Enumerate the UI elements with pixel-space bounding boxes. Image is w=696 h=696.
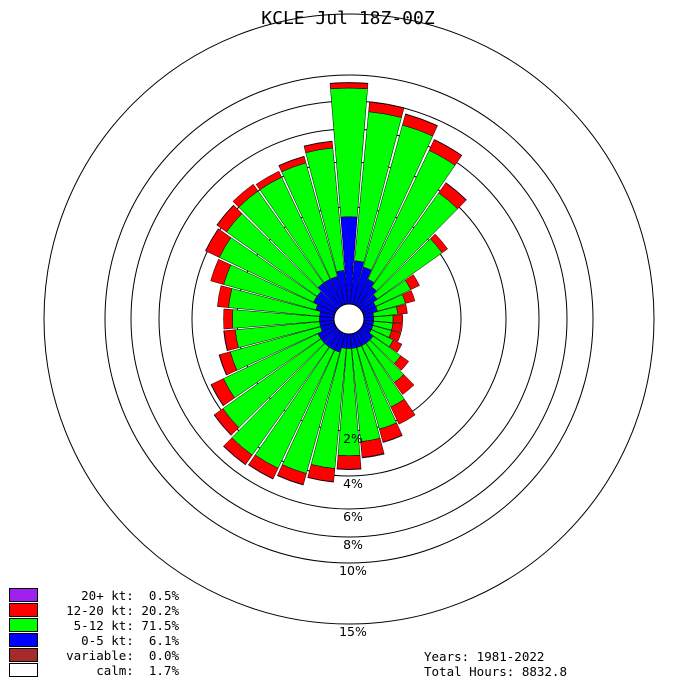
radial-tick-label: 4% <box>343 476 363 491</box>
footer-info: Years: 1981-2022 Total Hours: 8832.8 <box>424 649 567 679</box>
wind-bar-segment <box>210 384 224 407</box>
legend-item: 20+ kt: 0.5% <box>9 588 179 603</box>
legend-swatch <box>9 648 38 662</box>
wind-bar-segment <box>329 82 369 84</box>
wind-bar-segment <box>307 477 334 483</box>
wind-bar-segment <box>396 303 408 315</box>
radial-ring <box>104 74 594 564</box>
wind-bar-segment <box>303 140 333 147</box>
legend-label: 5-12 kt: 71.5% <box>73 618 179 633</box>
wind-bar-segment <box>216 204 235 226</box>
wind-bar-segment <box>218 354 228 376</box>
chart-title: KCLE Jul 18Z-00Z <box>261 8 435 29</box>
wind-bar-segment <box>429 233 448 254</box>
wind-bar-segment <box>445 182 467 201</box>
wind-bar-segment <box>276 474 304 486</box>
radial-tick-label: 8% <box>343 537 363 552</box>
wind-bar-segment <box>210 258 232 285</box>
wind-bar-segment <box>393 374 415 395</box>
radial-tick-label: 15% <box>339 624 367 639</box>
wind-rose-bars <box>205 82 467 486</box>
wind-bar-segment <box>401 290 416 304</box>
legend-label: calm: 1.7% <box>96 663 179 678</box>
wind-bar-segment <box>369 101 405 109</box>
legend-swatch <box>9 618 38 632</box>
legend-item: variable: 0.0% <box>9 648 179 663</box>
wind-bar-segment <box>223 308 234 330</box>
wind-bar-segment <box>217 285 233 308</box>
total-hours-text: Total Hours: 8832.8 <box>424 664 567 679</box>
legend-item: 5-12 kt: 71.5% <box>9 618 179 633</box>
wind-bar-segment <box>433 139 463 157</box>
wind-bar-segment <box>336 468 362 470</box>
legend-swatch <box>9 633 38 647</box>
legend-label: variable: 0.0% <box>66 648 179 663</box>
legend: 20+ kt: 0.5% 12-20 kt: 20.2% 5-12 kt: 71… <box>9 588 179 678</box>
wind-bar-segment <box>329 82 369 90</box>
legend-label: 12-20 kt: 20.2% <box>66 603 179 618</box>
legend-item: calm: 1.7% <box>9 663 179 678</box>
legend-label: 0-5 kt: 6.1% <box>81 633 179 648</box>
radial-tick-labels: 2% 4% 6% 8% 10% 15% <box>339 431 367 639</box>
wind-bar-segment <box>393 355 410 371</box>
wind-bar-segment <box>255 170 282 191</box>
wind-bar-segment <box>361 453 385 459</box>
wind-bar-segment <box>405 113 438 127</box>
wind-bar-segment <box>222 445 246 466</box>
legend-label: 20+ kt: 0.5% <box>81 588 179 603</box>
radial-tick-label: 10% <box>339 563 367 578</box>
wind-bar-segment <box>223 330 228 352</box>
legend-swatch <box>9 603 38 617</box>
wind-bar-segment <box>388 330 402 342</box>
legend-swatch <box>9 663 38 677</box>
wind-bar-segment <box>382 434 403 443</box>
wind-bar-segment <box>390 398 416 425</box>
wind-bar-segment <box>232 183 259 208</box>
radial-tick-label: 2% <box>343 431 363 446</box>
legend-swatch <box>9 588 38 602</box>
wind-bar-segment <box>213 414 232 436</box>
years-text: Years: 1981-2022 <box>424 649 545 664</box>
wind-bar-segment <box>336 455 362 470</box>
legend-item: 0-5 kt: 6.1% <box>9 633 179 648</box>
wind-bar-segment <box>247 464 274 480</box>
legend-item: 12-20 kt: 20.2% <box>9 603 179 618</box>
wind-bar-segment <box>205 228 219 252</box>
wind-bar-segment <box>278 155 305 167</box>
radial-tick-label: 6% <box>343 509 363 524</box>
radial-ring <box>43 13 655 625</box>
wind-bar-segment <box>392 314 404 324</box>
wind-bar-segment <box>404 274 420 291</box>
wind-bar-segment <box>388 339 403 353</box>
calm-circle <box>333 303 365 335</box>
wind-bar-segment <box>391 322 403 333</box>
